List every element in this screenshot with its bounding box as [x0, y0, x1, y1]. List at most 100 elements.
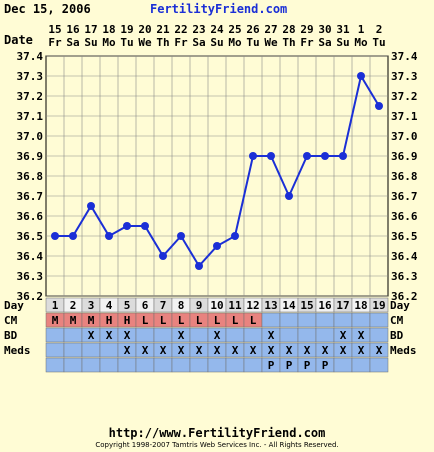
cell-value-bd: X [340, 329, 347, 342]
date-label: 24 [210, 23, 224, 36]
cell-meds_extra [351, 357, 371, 373]
date-label: 20 [138, 23, 151, 36]
cell-value-meds: X [322, 344, 329, 357]
temperature-point[interactable] [105, 232, 113, 240]
cell-cm [351, 312, 371, 328]
weekday-label: Sa [318, 36, 331, 49]
temperature-point[interactable] [357, 72, 365, 80]
cell-meds_extra [45, 357, 65, 373]
cell-value-meds_extra: P [268, 359, 275, 372]
weekday-label: Fr [174, 36, 188, 49]
weekday-label: Tu [372, 36, 385, 49]
temperature-point[interactable] [87, 202, 95, 210]
temperature-point[interactable] [213, 242, 221, 250]
y-tick-left: 37.1 [17, 110, 44, 123]
cell-value-meds: X [232, 344, 239, 357]
cell-value-meds: X [286, 344, 293, 357]
temperature-point[interactable] [69, 232, 77, 240]
y-tick-left: 37.3 [17, 70, 44, 83]
cell-value-day: 17 [336, 299, 349, 312]
cell-value-day: 9 [196, 299, 203, 312]
weekday-label: Tu [246, 36, 259, 49]
date-label: 27 [264, 23, 277, 36]
temperature-point[interactable] [267, 152, 275, 160]
date-label: 23 [192, 23, 205, 36]
cell-value-day: 5 [124, 299, 131, 312]
y-tick-right: 37.0 [391, 130, 418, 143]
cell-meds [81, 342, 101, 358]
cell-value-meds: X [196, 344, 203, 357]
temperature-point[interactable] [195, 262, 203, 270]
y-tick-left: 37.4 [17, 50, 44, 63]
temperature-point[interactable] [321, 152, 329, 160]
weekday-label: Fr [48, 36, 62, 49]
cell-value-cm: M [88, 314, 95, 327]
temperature-point[interactable] [231, 232, 239, 240]
date-label: 17 [84, 23, 97, 36]
cell-value-meds: X [358, 344, 365, 357]
cell-value-cm: L [160, 314, 167, 327]
row-label-right-cm: CM [390, 314, 404, 327]
cell-value-cm: L [142, 314, 149, 327]
cell-value-meds: X [178, 344, 185, 357]
cell-value-bd: X [106, 329, 113, 342]
cell-value-meds_extra: P [304, 359, 311, 372]
y-tick-right: 36.6 [391, 210, 418, 223]
date-label: 2 [376, 23, 383, 36]
temperature-point[interactable] [339, 152, 347, 160]
temperature-point[interactable] [123, 222, 131, 230]
y-tick-left: 37.2 [17, 90, 44, 103]
brand-title[interactable]: FertilityFriend.com [150, 2, 288, 16]
cell-meds_extra [153, 357, 173, 373]
weekday-label: Th [282, 36, 295, 49]
y-tick-left: 37.0 [17, 130, 44, 143]
temperature-point[interactable] [285, 192, 293, 200]
temperature-point[interactable] [51, 232, 59, 240]
cell-value-bd: X [358, 329, 365, 342]
cell-cm [261, 312, 281, 328]
date-label: 1 [358, 23, 365, 36]
cell-value-meds: X [268, 344, 275, 357]
weekday-label: We [264, 36, 278, 49]
row-label-day: Day [4, 299, 24, 312]
weekday-label: Sa [66, 36, 79, 49]
weekday-label: Fr [300, 36, 314, 49]
temperature-point[interactable] [177, 232, 185, 240]
cell-meds_extra [369, 357, 389, 373]
cell-value-meds_extra: P [322, 359, 329, 372]
weekday-label: We [138, 36, 152, 49]
y-tick-right: 36.8 [391, 170, 418, 183]
row-label-right-meds: Meds [390, 344, 417, 357]
cell-value-cm: M [70, 314, 77, 327]
temperature-point[interactable] [141, 222, 149, 230]
temperature-point[interactable] [375, 102, 383, 110]
cell-value-meds: X [142, 344, 149, 357]
cell-meds_extra [171, 357, 191, 373]
cell-meds_extra [189, 357, 209, 373]
y-tick-right: 37.1 [391, 110, 418, 123]
footer-url[interactable]: http://www.FertilityFriend.com [108, 426, 326, 440]
y-tick-right: 36.2 [391, 290, 418, 303]
cell-value-day: 10 [210, 299, 223, 312]
temperature-point[interactable] [249, 152, 257, 160]
cell-meds_extra [63, 357, 83, 373]
cell-value-cm: L [214, 314, 221, 327]
cell-value-cm: L [232, 314, 239, 327]
date-label: 21 [156, 23, 170, 36]
cell-value-day: 16 [318, 299, 332, 312]
cell-meds_extra [81, 357, 101, 373]
cell-value-day: 15 [300, 299, 313, 312]
date-label: 19 [120, 23, 133, 36]
cell-value-day: 2 [70, 299, 77, 312]
cell-meds_extra [117, 357, 137, 373]
y-tick-right: 36.7 [391, 190, 418, 203]
temperature-point[interactable] [159, 252, 167, 260]
cell-day [369, 297, 389, 313]
y-tick-right: 37.4 [391, 50, 418, 63]
date-label: 25 [228, 23, 241, 36]
cell-value-cm: L [178, 314, 185, 327]
temperature-point[interactable] [303, 152, 311, 160]
date-label: 28 [282, 23, 295, 36]
y-tick-right: 36.4 [391, 250, 418, 263]
